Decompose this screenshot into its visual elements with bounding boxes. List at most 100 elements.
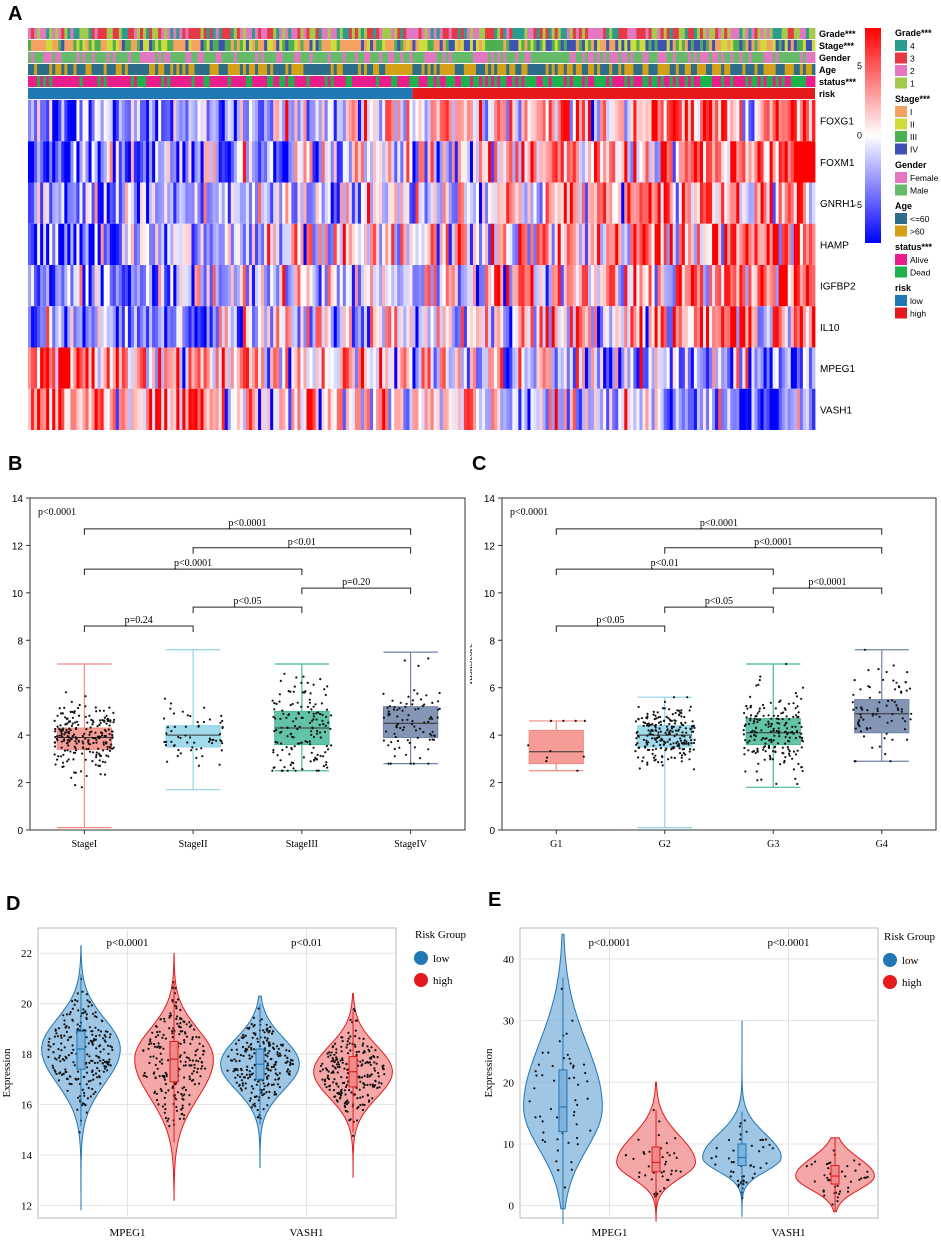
annotation-cell [251, 28, 256, 39]
heatmap-cell [724, 306, 728, 348]
legend-item: low [910, 296, 924, 306]
heatmap-cell [121, 141, 126, 183]
heatmap-cell [433, 141, 438, 183]
data-point [278, 693, 281, 696]
annotation-cell [279, 28, 283, 39]
data-point [644, 721, 647, 725]
heatmap-cell [651, 306, 655, 348]
annotation-cell [763, 28, 767, 39]
heatmap-cell [545, 306, 550, 348]
annotation-cell [103, 28, 108, 39]
annotation-cell [572, 64, 577, 75]
heatmap-cell [82, 223, 86, 265]
data-point [898, 686, 901, 689]
legend-swatch [895, 172, 907, 183]
data-point [792, 732, 795, 735]
annotation-cell [385, 40, 389, 51]
heatmap-cell [133, 182, 138, 224]
heatmap-cell [630, 388, 634, 430]
heatmap-cell [188, 306, 192, 348]
annotation-cell [382, 64, 386, 75]
data-point [756, 721, 759, 724]
data-point [427, 762, 430, 765]
heatmap-cell [91, 265, 95, 307]
annotation-cell [657, 28, 662, 39]
data-point [92, 1092, 95, 1096]
x-tick-label: G2 [659, 839, 671, 850]
annotation-cell [418, 64, 422, 75]
data-point [862, 718, 865, 721]
data-point [164, 1071, 167, 1074]
heatmap-cell [454, 265, 459, 307]
annotation-cell [536, 28, 540, 39]
data-point [871, 714, 874, 717]
data-point [437, 708, 440, 711]
heatmap-cell [469, 100, 474, 142]
annotation-cell [479, 28, 483, 39]
annotation-cell [703, 28, 707, 39]
heatmap-cell [245, 265, 250, 307]
data-point [645, 739, 648, 742]
data-point [684, 753, 687, 756]
data-point [200, 1067, 203, 1070]
data-point [891, 699, 894, 702]
heatmap-cell [808, 100, 813, 142]
annotation-cell [584, 40, 589, 51]
annotation-cell [155, 76, 159, 87]
heatmap-cell [330, 182, 335, 224]
heatmap-cell [218, 141, 223, 183]
heatmap-cell [164, 388, 168, 430]
annotation-cell [518, 28, 522, 39]
heatmap-cell [385, 182, 389, 224]
data-point [662, 743, 665, 746]
legend-title: risk [895, 283, 912, 293]
annotation-cell [591, 52, 595, 63]
annotation-cell [273, 52, 277, 63]
data-point [295, 676, 298, 679]
data-point [583, 719, 586, 722]
heatmap-cell [327, 100, 332, 142]
annotation-cell [136, 52, 141, 63]
data-point [322, 765, 325, 768]
data-point [668, 718, 671, 721]
heatmap-cell [385, 265, 389, 307]
heatmap-cell [724, 388, 728, 430]
heatmap-cell [485, 265, 489, 307]
comparison-p-value: p<0.05 [705, 596, 733, 607]
annotation-cell [775, 40, 780, 51]
annotation-cell [748, 40, 752, 51]
heatmap-cell [594, 182, 598, 224]
heatmap-cell [140, 223, 144, 265]
heatmap-cell [385, 347, 389, 389]
annotation-cell [781, 40, 786, 51]
annotation-cell [479, 52, 483, 63]
data-point [106, 745, 109, 748]
heatmap-cell [194, 347, 198, 389]
heatmap-cell [161, 182, 165, 224]
heatmap-cell [497, 265, 501, 307]
heatmap-cell [721, 388, 725, 430]
heatmap-cell [242, 388, 247, 430]
annotation-cell [690, 28, 695, 39]
annotation-cell [94, 28, 99, 39]
heatmap-cell [118, 182, 123, 224]
heatmap-cell [454, 347, 459, 389]
heatmap-cell [103, 182, 108, 224]
annotation-label: risk [819, 89, 836, 99]
heatmap-cell [363, 388, 368, 430]
heatmap-cell [206, 265, 211, 307]
annotation-cell [130, 28, 135, 39]
data-point [94, 1090, 97, 1094]
data-point [423, 703, 426, 706]
heatmap-cell [309, 265, 313, 307]
heatmap-cell [799, 347, 804, 389]
annotation-cell [436, 76, 441, 87]
annotation-cell [197, 64, 201, 75]
data-point [672, 742, 675, 745]
heatmap-cell [103, 347, 108, 389]
heatmap-cell [733, 265, 737, 307]
data-point [768, 754, 771, 757]
heatmap-cell [373, 182, 377, 224]
annotation-cell [563, 52, 568, 63]
data-point [658, 727, 661, 730]
